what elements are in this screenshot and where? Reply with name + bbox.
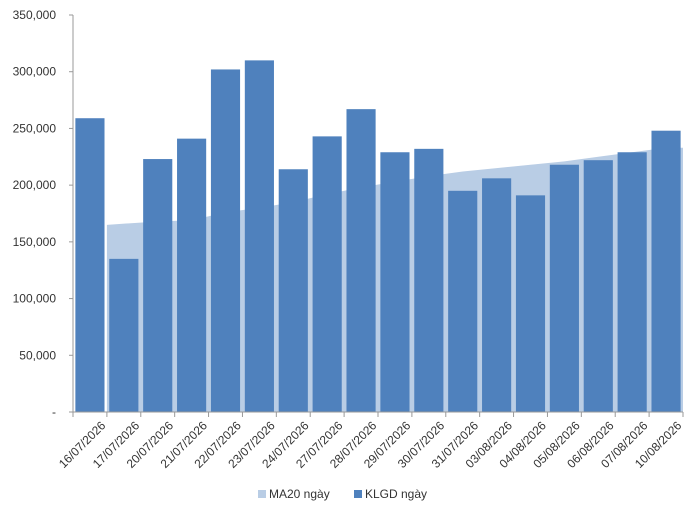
bar-03-08-2026 bbox=[482, 178, 512, 412]
legend-swatch-ma20 bbox=[258, 490, 266, 498]
y-tick-label: 250,000 bbox=[13, 121, 57, 135]
legend-swatch-klgd bbox=[354, 490, 362, 498]
bar-22-07-2026 bbox=[210, 69, 241, 412]
klgd-bar-layer bbox=[75, 60, 681, 413]
bar-21-07-2026 bbox=[177, 138, 207, 412]
bar-04-08-2026 bbox=[515, 195, 546, 412]
legend-label-ma20: MA20 ngày bbox=[269, 487, 330, 501]
y-tick-label: 150,000 bbox=[13, 235, 57, 249]
bar-23-07-2026 bbox=[244, 60, 274, 413]
bar-07-08-2026 bbox=[617, 152, 647, 412]
y-tick-label: 350,000 bbox=[13, 8, 57, 22]
bar-16-07-2026 bbox=[75, 118, 105, 412]
bar-28-07-2026 bbox=[346, 109, 376, 413]
bar-30-07-2026 bbox=[414, 148, 444, 412]
bar-27-07-2026 bbox=[312, 136, 342, 412]
x-tick-labels: 16/07/202617/07/202620/07/202621/07/2026… bbox=[56, 412, 685, 471]
y-tick-label: 200,000 bbox=[13, 178, 57, 192]
bar-10-08-2026 bbox=[651, 130, 681, 412]
y-tick-label: 300,000 bbox=[13, 65, 57, 79]
y-tick-label: 50,000 bbox=[19, 348, 56, 362]
bar-20-07-2026 bbox=[143, 159, 173, 412]
bar-29-07-2026 bbox=[380, 152, 410, 412]
bar-05-08-2026 bbox=[549, 164, 579, 412]
bar-31-07-2026 bbox=[448, 190, 478, 412]
y-tick-label: - bbox=[52, 405, 56, 419]
y-tick-label: 100,000 bbox=[13, 292, 57, 306]
y-tick-labels: - 50,000 100,000 150,000 200,000 250,000 300,0… bbox=[13, 8, 73, 419]
bar-17-07-2026 bbox=[109, 258, 139, 412]
legend: MA20 ngày KLGD ngày bbox=[258, 487, 427, 501]
bar-06-08-2026 bbox=[583, 160, 613, 412]
legend-label-klgd: KLGD ngày bbox=[365, 487, 427, 501]
bar-24-07-2026 bbox=[278, 169, 308, 412]
